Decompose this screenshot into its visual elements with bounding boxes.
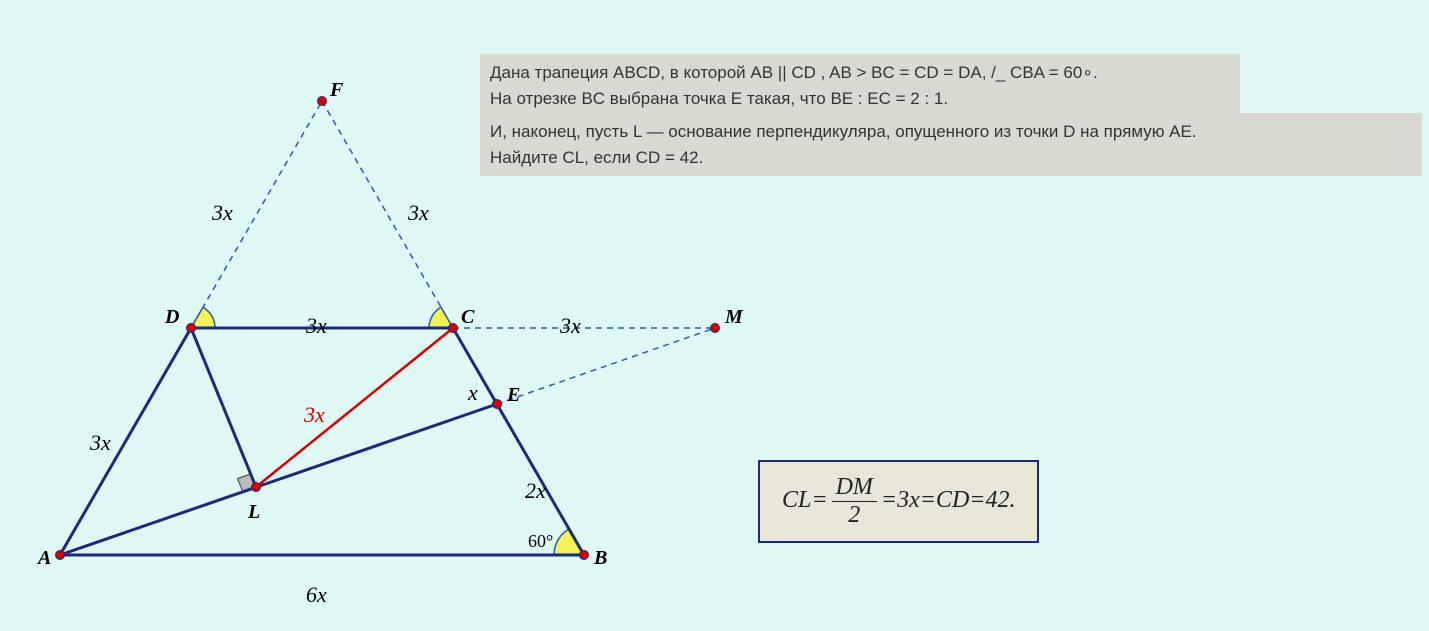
edge-label: 3x [408, 200, 429, 226]
point-label-D: D [165, 306, 179, 329]
edge-label: 2x [525, 478, 546, 504]
edge-label: 3x [306, 313, 327, 339]
point-label-F: F [330, 79, 343, 102]
edge-label: 3x [304, 402, 325, 428]
geometry-diagram [0, 0, 1429, 631]
point-label-M: M [725, 306, 743, 329]
point-label-B: B [594, 547, 607, 570]
point-label-A: A [38, 547, 51, 570]
edge-label: 3x [560, 313, 581, 339]
point-label-C: C [461, 306, 474, 329]
edge-label: 3x [90, 430, 111, 456]
point-label-E: E [507, 384, 520, 407]
point-label-L: L [248, 501, 260, 524]
edge-label: 3x [212, 200, 233, 226]
angle-label: 60° [528, 531, 553, 552]
edge-label: 6x [306, 582, 327, 608]
edge-label: x [468, 380, 478, 406]
